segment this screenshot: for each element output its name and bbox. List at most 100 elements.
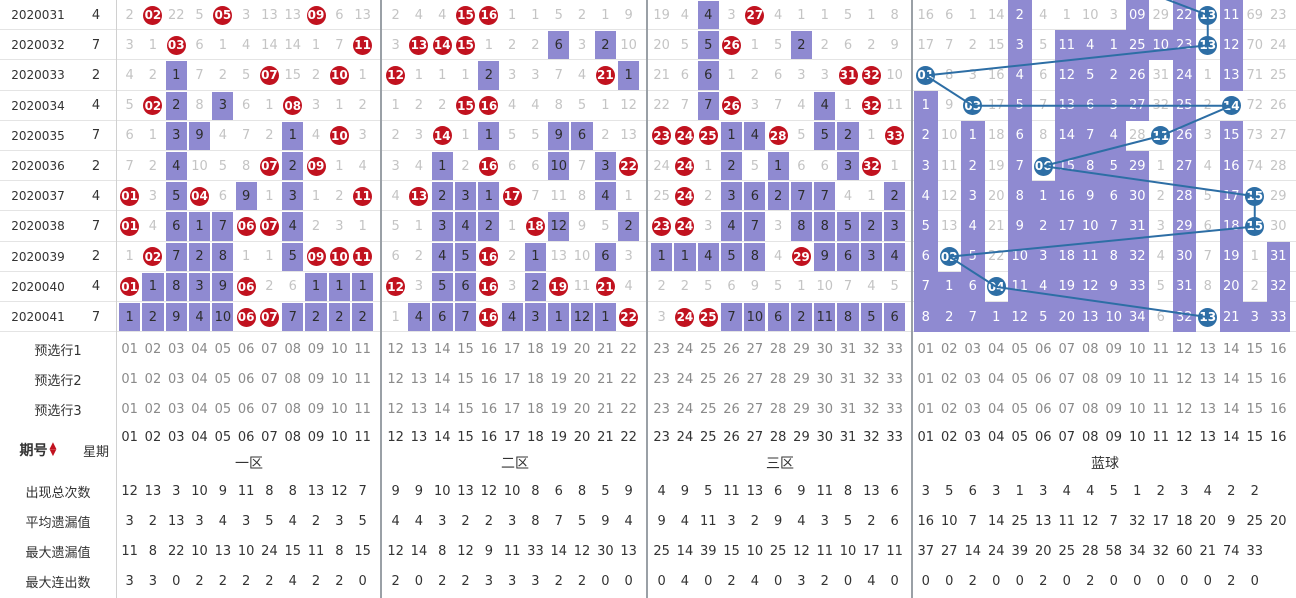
preselect-number[interactable]: 23 xyxy=(653,341,670,357)
preselect-number[interactable]: 30 xyxy=(816,401,834,417)
preselect-number[interactable]: 32 xyxy=(863,371,880,387)
preselect-number[interactable]: 03 xyxy=(964,341,982,357)
preselect-number[interactable]: 10 xyxy=(331,341,348,357)
preselect-number[interactable]: 01 xyxy=(917,341,935,357)
preselect-number[interactable]: 19 xyxy=(550,341,568,357)
preselect-number[interactable]: 22 xyxy=(620,341,637,357)
preselect-number[interactable]: 11 xyxy=(354,341,371,357)
preselect-number[interactable]: 03 xyxy=(167,371,185,387)
preselect-number[interactable]: 15 xyxy=(457,401,474,417)
preselect-number[interactable]: 08 xyxy=(1081,341,1099,357)
preselect-number[interactable]: 05 xyxy=(214,401,232,417)
preselect-number[interactable]: 18 xyxy=(527,371,544,387)
preselect-number[interactable]: 01 xyxy=(121,341,138,357)
preselect-number[interactable]: 20 xyxy=(573,341,591,357)
preselect-number[interactable]: 09 xyxy=(307,341,325,357)
preselect-number[interactable]: 14 xyxy=(1222,371,1240,387)
preselect-number[interactable]: 25 xyxy=(699,401,717,417)
preselect-number[interactable]: 01 xyxy=(121,371,138,387)
preselect-number[interactable]: 29 xyxy=(793,401,810,417)
preselect-number[interactable]: 11 xyxy=(1152,341,1170,357)
preselect-number[interactable]: 08 xyxy=(1081,401,1099,417)
preselect-number[interactable]: 13 xyxy=(1199,401,1217,417)
preselect-number[interactable]: 28 xyxy=(769,371,787,387)
preselect-number[interactable]: 13 xyxy=(410,371,428,387)
preselect-number[interactable]: 10 xyxy=(331,371,348,387)
preselect-number[interactable]: 08 xyxy=(284,401,302,417)
preselect-number[interactable]: 16 xyxy=(480,371,498,387)
preselect-number[interactable]: 05 xyxy=(1011,371,1029,387)
preselect-number[interactable]: 24 xyxy=(676,371,694,387)
preselect-number[interactable]: 16 xyxy=(480,401,498,417)
preselect-number[interactable]: 15 xyxy=(1246,341,1264,357)
preselect-number[interactable]: 06 xyxy=(1034,371,1052,387)
preselect-number[interactable]: 02 xyxy=(144,371,162,387)
preselect-number[interactable]: 06 xyxy=(237,401,255,417)
preselect-number[interactable]: 11 xyxy=(354,401,371,417)
preselect-number[interactable]: 33 xyxy=(886,341,903,357)
preselect-number[interactable]: 11 xyxy=(1152,371,1170,387)
preselect-number[interactable]: 14 xyxy=(1222,341,1240,357)
preselect-number[interactable]: 26 xyxy=(723,401,740,417)
preselect-number[interactable]: 17 xyxy=(503,341,521,357)
preselect-number[interactable]: 32 xyxy=(863,341,880,357)
preselect-number[interactable]: 11 xyxy=(354,371,371,387)
preselect-number[interactable]: 07 xyxy=(1058,401,1076,417)
preselect-number[interactable]: 22 xyxy=(620,371,637,387)
preselect-number[interactable]: 06 xyxy=(1034,341,1052,357)
preselect-number[interactable]: 23 xyxy=(653,371,670,387)
preselect-number[interactable]: 07 xyxy=(1058,341,1076,357)
preselect-number[interactable]: 29 xyxy=(793,341,810,357)
preselect-number[interactable]: 27 xyxy=(746,341,764,357)
preselect-number[interactable]: 06 xyxy=(237,371,255,387)
preselect-number[interactable]: 09 xyxy=(307,371,325,387)
preselect-number[interactable]: 02 xyxy=(144,341,162,357)
preselect-number[interactable]: 30 xyxy=(816,371,834,387)
preselect-number[interactable]: 20 xyxy=(573,371,591,387)
preselect-number[interactable]: 31 xyxy=(839,371,857,387)
preselect-number[interactable]: 05 xyxy=(1011,341,1029,357)
preselect-number[interactable]: 12 xyxy=(387,371,404,387)
preselect-number[interactable]: 07 xyxy=(261,401,278,417)
preselect-number[interactable]: 11 xyxy=(1152,401,1170,417)
preselect-number[interactable]: 10 xyxy=(331,401,348,417)
preselect-number[interactable]: 12 xyxy=(1175,401,1193,417)
preselect-number[interactable]: 21 xyxy=(597,401,614,417)
preselect-number[interactable]: 24 xyxy=(676,341,694,357)
preselect-number[interactable]: 32 xyxy=(863,401,880,417)
preselect-number[interactable]: 15 xyxy=(1246,401,1264,417)
preselect-number[interactable]: 25 xyxy=(699,341,717,357)
preselect-number[interactable]: 06 xyxy=(1034,401,1052,417)
preselect-number[interactable]: 19 xyxy=(550,401,568,417)
preselect-number[interactable]: 09 xyxy=(1105,401,1123,417)
preselect-number[interactable]: 12 xyxy=(387,401,404,417)
preselect-number[interactable]: 12 xyxy=(387,341,404,357)
preselect-number[interactable]: 02 xyxy=(940,371,958,387)
preselect-number[interactable]: 01 xyxy=(917,401,935,417)
preselect-number[interactable]: 06 xyxy=(237,341,255,357)
preselect-number[interactable]: 28 xyxy=(769,341,787,357)
preselect-number[interactable]: 08 xyxy=(1081,371,1099,387)
preselect-number[interactable]: 03 xyxy=(964,371,982,387)
preselect-number[interactable]: 19 xyxy=(550,371,568,387)
preselect-number[interactable]: 31 xyxy=(839,401,857,417)
preselect-number[interactable]: 14 xyxy=(1222,401,1240,417)
preselect-number[interactable]: 07 xyxy=(1058,371,1076,387)
preselect-number[interactable]: 21 xyxy=(597,371,614,387)
preselect-number[interactable]: 10 xyxy=(1128,401,1146,417)
preselect-number[interactable]: 16 xyxy=(1269,341,1287,357)
preselect-number[interactable]: 05 xyxy=(214,341,232,357)
preselect-number[interactable]: 28 xyxy=(769,401,787,417)
preselect-number[interactable]: 14 xyxy=(433,401,451,417)
preselect-number[interactable]: 26 xyxy=(723,341,740,357)
preselect-number[interactable]: 13 xyxy=(410,401,428,417)
preselect-number[interactable]: 27 xyxy=(746,401,764,417)
preselect-number[interactable]: 02 xyxy=(940,341,958,357)
preselect-number[interactable]: 10 xyxy=(1128,341,1146,357)
preselect-number[interactable]: 14 xyxy=(433,371,451,387)
preselect-number[interactable]: 14 xyxy=(433,341,451,357)
preselect-number[interactable]: 22 xyxy=(620,401,637,417)
preselect-number[interactable]: 01 xyxy=(121,401,138,417)
preselect-number[interactable]: 13 xyxy=(1199,371,1217,387)
preselect-number[interactable]: 17 xyxy=(503,401,521,417)
